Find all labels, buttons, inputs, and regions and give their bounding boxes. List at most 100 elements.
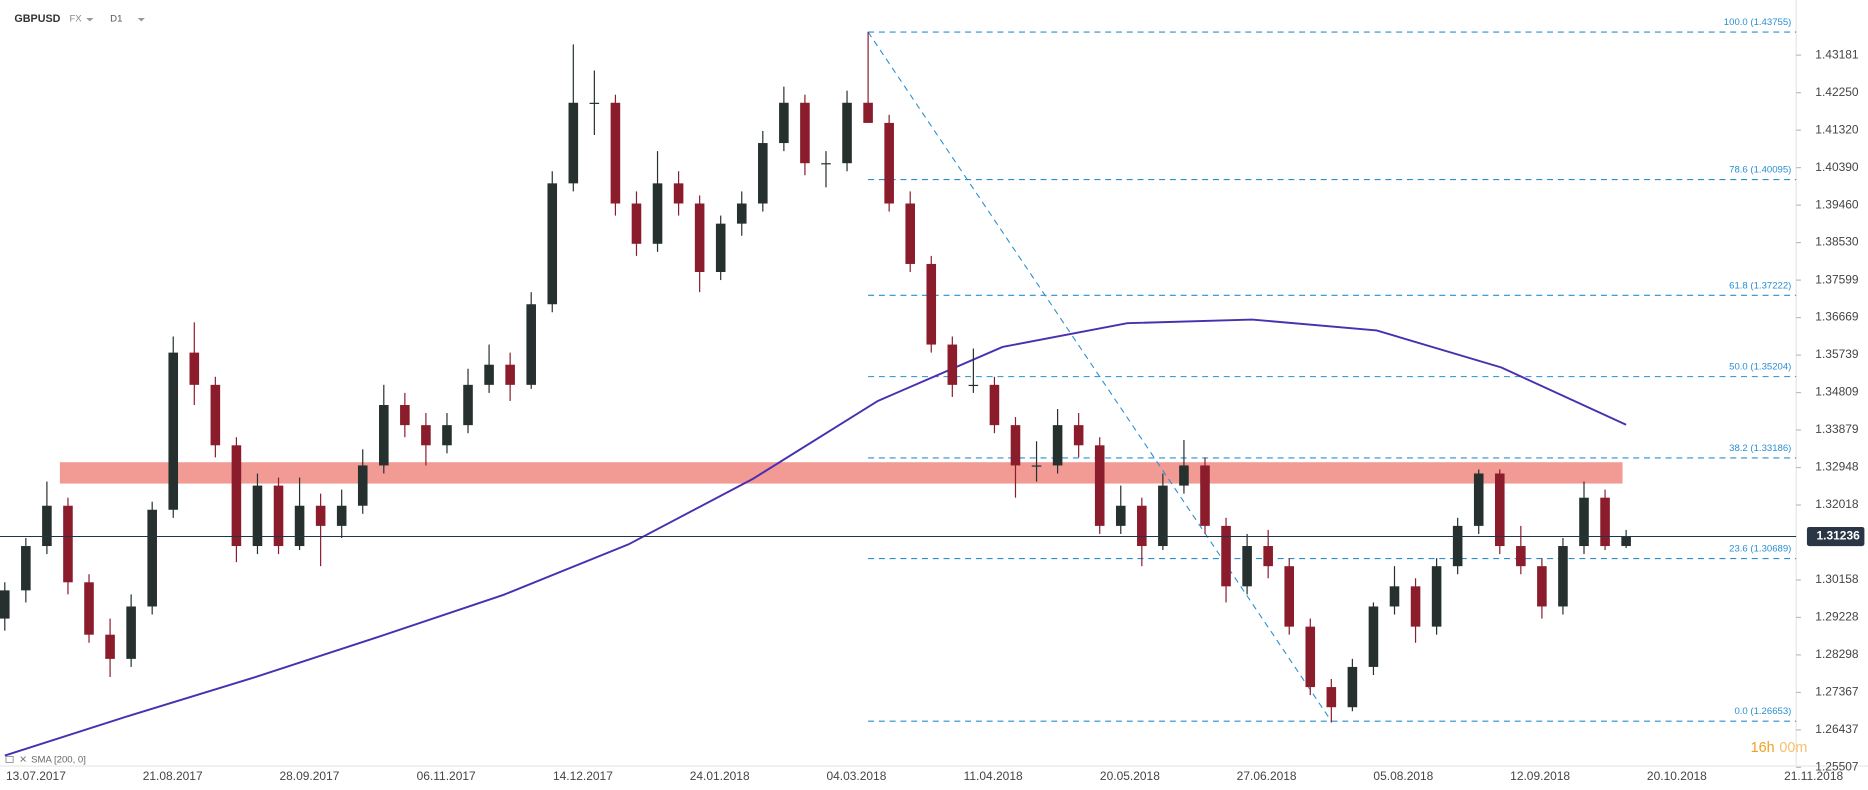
candle-body — [526, 304, 536, 385]
y-tick-label: 1.39460 — [1815, 197, 1859, 211]
candle-body — [800, 102, 810, 164]
fib-label: 23.6 (1.30689) — [1729, 544, 1791, 555]
y-tick-label: 1.43181 — [1815, 47, 1859, 61]
candle-body — [779, 102, 789, 144]
timeframe[interactable]: D1 — [110, 14, 122, 25]
candle-body — [1115, 505, 1126, 526]
y-tick-label: 1.32018 — [1815, 497, 1859, 511]
y-tick-label: 1.32948 — [1815, 460, 1859, 474]
candle-body — [1452, 525, 1463, 567]
candle-body — [1558, 546, 1568, 607]
candle-body — [715, 223, 726, 273]
candle-body — [1052, 425, 1063, 466]
candle-body — [463, 384, 473, 426]
candle-body — [0, 590, 10, 619]
candle-body — [505, 364, 515, 385]
x-tick-label: 06.11.2017 — [417, 769, 476, 783]
fib-trend — [867, 31, 1332, 722]
candle-body — [673, 183, 684, 204]
fib-label: 78.6 (1.40095) — [1729, 164, 1791, 175]
x-tick-label: 04.03.2018 — [826, 769, 886, 783]
fib-label: 61.8 (1.37222) — [1729, 280, 1791, 291]
candle-body — [1537, 566, 1547, 607]
candle-body — [1473, 473, 1484, 526]
candle-body — [294, 505, 305, 547]
candle-body — [84, 582, 94, 635]
fib-label: 38.2 (1.33186) — [1729, 443, 1791, 454]
candle-body — [1347, 666, 1358, 708]
candle-body — [1221, 525, 1231, 587]
last-price-box — [1806, 526, 1865, 547]
candle-body — [1158, 485, 1168, 547]
candle-body — [1284, 566, 1295, 627]
candle-body — [1516, 546, 1526, 567]
dropdown-icon[interactable] — [86, 17, 94, 22]
candle-body — [652, 183, 663, 244]
candle-body — [210, 384, 221, 446]
x-tick-label: 11.04.2018 — [964, 769, 1023, 783]
candle-body — [421, 425, 431, 446]
candle-body — [736, 203, 747, 224]
x-tick-label: 20.05.2018 — [1100, 769, 1160, 783]
y-tick-label: 1.36669 — [1815, 310, 1859, 324]
candle-body — [484, 364, 494, 385]
candle-body — [926, 263, 937, 345]
fib-label: 0.0 (1.26653) — [1734, 706, 1791, 717]
last-price-label: 1.31236 — [1817, 529, 1861, 543]
close-icon[interactable]: ✕ — [19, 755, 27, 766]
candle-body — [1389, 586, 1400, 607]
y-tick-label: 1.42250 — [1815, 85, 1859, 99]
candle-body — [1031, 465, 1042, 467]
candle-body — [1431, 566, 1442, 627]
market[interactable]: FX — [69, 14, 82, 25]
y-tick-label: 1.37599 — [1815, 272, 1859, 286]
candle-body — [568, 102, 579, 184]
candle-body — [1094, 445, 1105, 526]
candle-body — [758, 143, 768, 204]
x-tick-label: 20.10.2018 — [1647, 769, 1707, 783]
y-tick-label: 1.29228 — [1815, 610, 1859, 624]
y-tick-label: 1.28298 — [1815, 647, 1859, 661]
sma-line — [4, 318, 1627, 757]
candle-body — [884, 122, 894, 204]
y-tick-label: 1.35739 — [1815, 347, 1859, 361]
y-tick-label: 1.34809 — [1815, 385, 1859, 399]
candle-body — [989, 384, 1000, 426]
resistance-zone — [59, 462, 1623, 484]
candle-body — [1305, 626, 1316, 688]
x-tick-label: 14.12.2017 — [553, 769, 613, 783]
indicator-icon[interactable] — [5, 756, 14, 763]
candle-body — [1494, 473, 1505, 547]
candle-body — [400, 404, 410, 426]
candle-body — [547, 183, 558, 305]
dropdown-icon[interactable] — [137, 17, 145, 22]
candle-body — [863, 102, 873, 123]
candle-body — [905, 203, 915, 264]
candle-body — [273, 485, 284, 547]
candle-body — [1410, 586, 1421, 627]
y-tick-label: 1.38530 — [1815, 235, 1859, 249]
x-tick-label: 24.01.2018 — [690, 769, 750, 783]
candle-body — [1263, 546, 1273, 567]
candle-body — [379, 404, 389, 466]
candle-body — [63, 505, 73, 583]
candle-body — [1179, 465, 1189, 486]
sma-legend: SMA [200, 0] — [31, 755, 86, 766]
x-tick-label: 05.08.2018 — [1373, 769, 1433, 783]
candle-body — [1242, 546, 1252, 587]
y-tick-label: 1.40390 — [1815, 160, 1859, 174]
candle-body — [1326, 687, 1337, 708]
candle-body — [189, 352, 200, 385]
candle-body — [610, 102, 621, 204]
symbol[interactable]: GBPUSD — [14, 13, 60, 25]
candle-body — [336, 505, 347, 526]
y-tick-label: 1.33879 — [1815, 422, 1859, 436]
fib-label: 50.0 (1.35204) — [1729, 362, 1791, 373]
candle-body — [168, 352, 179, 510]
x-tick-label: 21.11.2018 — [1784, 769, 1843, 783]
candle-body — [252, 485, 263, 547]
candle-body — [231, 445, 242, 547]
x-tick-label: 21.08.2017 — [143, 769, 203, 783]
